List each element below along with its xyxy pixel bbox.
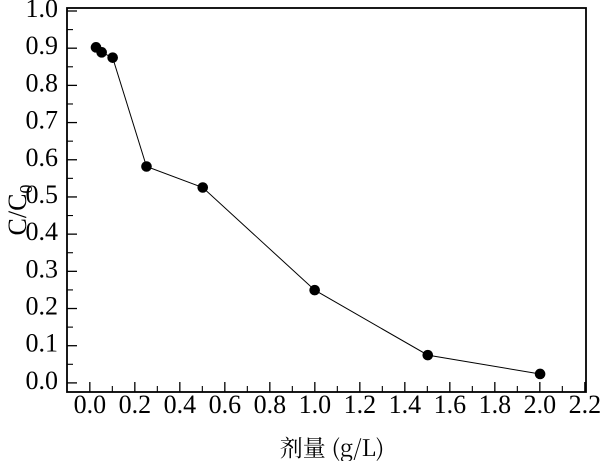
svg-text:0.4: 0.4 xyxy=(164,390,197,419)
svg-text:0.7: 0.7 xyxy=(26,106,59,135)
svg-text:1.6: 1.6 xyxy=(434,390,467,419)
svg-text:0.8: 0.8 xyxy=(26,68,59,97)
svg-text:0.2: 0.2 xyxy=(119,390,152,419)
svg-text:1.4: 1.4 xyxy=(389,390,422,419)
svg-text:2.2: 2.2 xyxy=(569,390,600,419)
svg-text:0.2: 0.2 xyxy=(26,292,59,321)
svg-text:剂量 (g/L): 剂量 (g/L) xyxy=(280,430,384,461)
svg-text:0.1: 0.1 xyxy=(26,329,59,358)
svg-text:0.0: 0.0 xyxy=(74,390,107,419)
svg-text:0.9: 0.9 xyxy=(26,31,59,60)
svg-text:0.6: 0.6 xyxy=(209,390,242,419)
svg-text:1.8: 1.8 xyxy=(479,390,512,419)
svg-text:0.3: 0.3 xyxy=(26,254,59,283)
svg-text:0.8: 0.8 xyxy=(254,390,287,419)
svg-text:0.0: 0.0 xyxy=(26,366,59,395)
svg-text:1.0: 1.0 xyxy=(26,0,59,23)
svg-text:1.2: 1.2 xyxy=(344,390,377,419)
svg-text:C/C0: C/C0 xyxy=(3,185,36,236)
svg-text:0.6: 0.6 xyxy=(26,143,59,172)
svg-text:2.0: 2.0 xyxy=(524,390,557,419)
svg-text:1.0: 1.0 xyxy=(299,390,332,419)
